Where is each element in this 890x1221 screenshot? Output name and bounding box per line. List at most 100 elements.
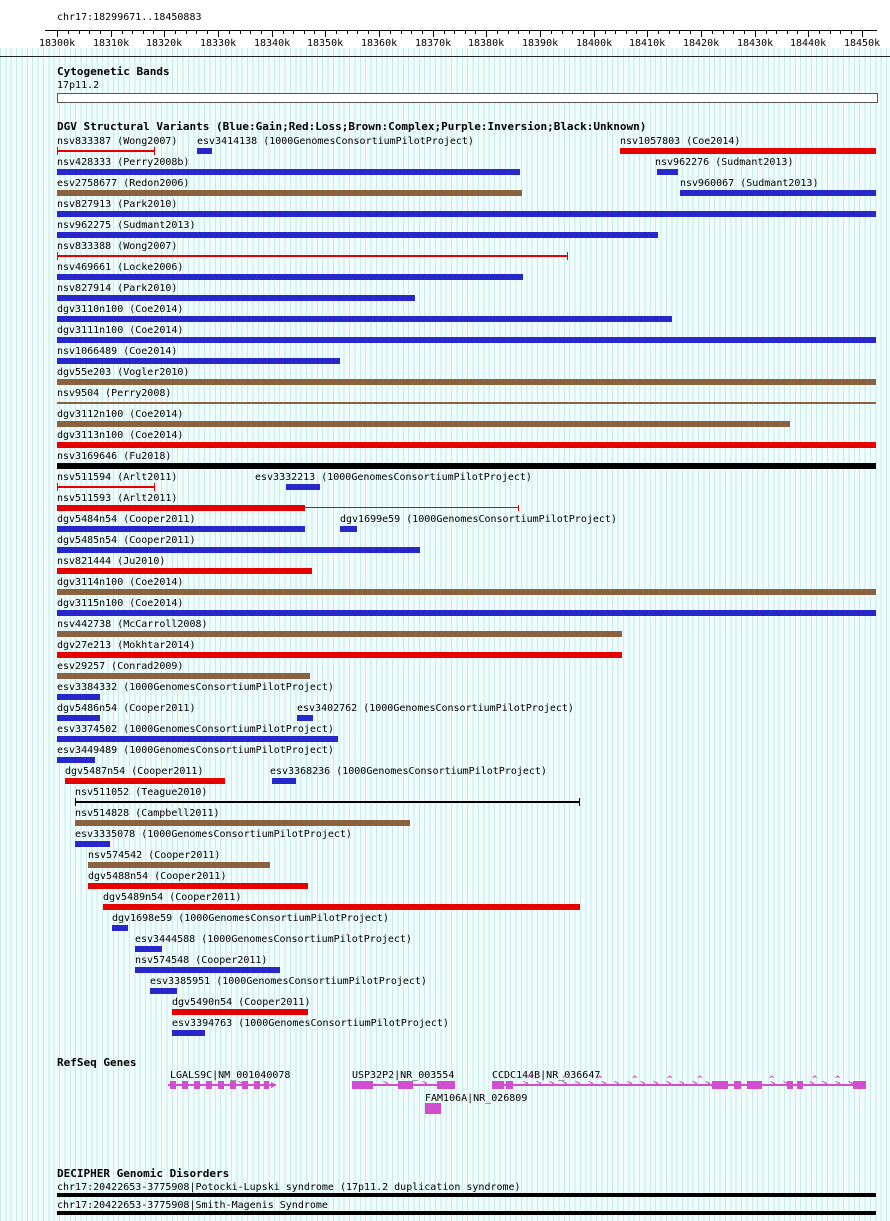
variant-bar[interactable] (57, 421, 790, 427)
decipher-entry-label[interactable]: chr17:20422653-3775908|Potocki-Lupski sy… (57, 1182, 521, 1193)
gene-label[interactable]: USP32P2|NR_003554 (352, 1070, 455, 1081)
variant-bar[interactable] (57, 274, 523, 280)
variant-bar[interactable] (57, 505, 305, 511)
gene-exon[interactable] (506, 1081, 513, 1089)
gene-exon[interactable] (437, 1081, 455, 1089)
variant-bar[interactable] (57, 736, 338, 742)
variant-label[interactable]: nsv827914 (Park2010) (57, 283, 178, 294)
variant-bar[interactable] (57, 316, 672, 322)
variant-label[interactable]: esv3368236 (1000GenomesConsortiumPilotPr… (270, 766, 547, 777)
gene-exon[interactable] (853, 1081, 866, 1089)
gene-exon[interactable] (398, 1081, 413, 1089)
variant-bar[interactable] (57, 610, 876, 616)
variant-bar[interactable] (57, 568, 312, 574)
variant-label[interactable]: esv3332213 (1000GenomesConsortiumPilotPr… (255, 472, 532, 483)
variant-range-line[interactable] (57, 255, 568, 257)
variant-bar[interactable] (286, 484, 320, 490)
variant-label[interactable]: dgv5488n54 (Cooper2011) (88, 871, 227, 882)
variant-bar[interactable] (57, 547, 420, 553)
variant-label[interactable]: nsv442738 (McCarroll2008) (57, 619, 208, 630)
gene-exon[interactable] (787, 1081, 793, 1089)
variant-label[interactable]: nsv833387 (Wong2007) (57, 136, 178, 147)
decipher-region-bar[interactable] (57, 1211, 876, 1215)
gene-exon[interactable] (712, 1081, 728, 1089)
variant-label[interactable]: dgv3111n100 (Coe2014) (57, 325, 184, 336)
variant-label[interactable]: nsv833388 (Wong2007) (57, 241, 178, 252)
variant-bar[interactable] (172, 1030, 205, 1036)
variant-bar[interactable] (75, 820, 410, 826)
decipher-entry-label[interactable]: chr17:20422653-3775908|Smith-Magenis Syn… (57, 1200, 328, 1211)
gene-exon[interactable] (182, 1081, 188, 1089)
variant-label[interactable]: nsv511052 (Teague2010) (75, 787, 208, 798)
variant-label[interactable]: esv3402762 (1000GenomesConsortiumPilotPr… (297, 703, 574, 714)
variant-bar[interactable] (57, 463, 876, 469)
variant-label[interactable]: esv3414138 (1000GenomesConsortiumPilotPr… (197, 136, 474, 147)
variant-label[interactable]: esv3384332 (1000GenomesConsortiumPilotPr… (57, 682, 334, 693)
gene-intron-line[interactable] (492, 1084, 866, 1086)
variant-bar[interactable] (88, 862, 270, 868)
gene-exon[interactable] (747, 1081, 762, 1089)
variant-label[interactable]: nsv574548 (Cooper2011) (135, 955, 268, 966)
variant-bar[interactable] (197, 148, 212, 154)
variant-bar[interactable] (57, 631, 622, 637)
gene-label[interactable]: LGALS9C|NM_001040078 (170, 1070, 291, 1081)
variant-bar[interactable] (57, 211, 876, 217)
variant-range-line[interactable] (57, 402, 876, 404)
variant-label[interactable]: dgv5486n54 (Cooper2011) (57, 703, 196, 714)
variant-label[interactable]: dgv5490n54 (Cooper2011) (172, 997, 311, 1008)
variant-label[interactable]: dgv5484n54 (Cooper2011) (57, 514, 196, 525)
variant-range-line[interactable] (57, 486, 155, 488)
variant-label[interactable]: dgv3115n100 (Coe2014) (57, 598, 184, 609)
gene-exon[interactable] (264, 1081, 269, 1089)
variant-bar[interactable] (88, 883, 308, 889)
variant-bar[interactable] (57, 358, 340, 364)
variant-label[interactable]: esv2758677 (Redon2006) (57, 178, 190, 189)
variant-bar[interactable] (57, 379, 876, 385)
variant-bar[interactable] (65, 778, 225, 784)
gene-exon[interactable] (206, 1081, 212, 1089)
variant-label[interactable]: nsv960067 (Sudmant2013) (680, 178, 819, 189)
gene-label[interactable]: CCDC144B|NR_036647 (492, 1070, 601, 1081)
variant-bar[interactable] (57, 757, 95, 763)
variant-bar[interactable] (150, 988, 177, 994)
variant-label[interactable]: nsv511594 (Arlt2011) (57, 472, 178, 483)
gene-exon[interactable] (242, 1081, 248, 1089)
gene-exon[interactable] (425, 1103, 441, 1114)
variant-bar[interactable] (57, 526, 305, 532)
variant-bar[interactable] (57, 673, 310, 679)
decipher-region-bar[interactable] (57, 1193, 876, 1197)
variant-label[interactable]: dgv27e213 (Mokhtar2014) (57, 640, 196, 651)
variant-label[interactable]: nsv514828 (Campbell2011) (75, 808, 220, 819)
variant-bar[interactable] (620, 148, 876, 154)
variant-label[interactable]: dgv55e203 (Vogler2010) (57, 367, 190, 378)
variant-label[interactable]: dgv3112n100 (Coe2014) (57, 409, 184, 420)
variant-bar[interactable] (75, 841, 110, 847)
gene-label[interactable]: FAM106A|NR_026809 (425, 1093, 528, 1104)
gene-exon[interactable] (194, 1081, 200, 1089)
variant-bar[interactable] (172, 1009, 308, 1015)
variant-label[interactable]: dgv3114n100 (Coe2014) (57, 577, 184, 588)
variant-bar[interactable] (657, 169, 678, 175)
variant-label[interactable]: nsv574542 (Cooper2011) (88, 850, 221, 861)
variant-label[interactable]: nsv962275 (Sudmant2013) (57, 220, 196, 231)
gene-exon[interactable] (492, 1081, 504, 1089)
gene-exon[interactable] (218, 1081, 224, 1089)
variant-bar[interactable] (135, 967, 280, 973)
variant-bar[interactable] (57, 589, 876, 595)
variant-bar[interactable] (57, 442, 876, 448)
gene-exon[interactable] (170, 1081, 176, 1089)
variant-label[interactable]: dgv5489n54 (Cooper2011) (103, 892, 242, 903)
variant-label[interactable]: esv3449489 (1000GenomesConsortiumPilotPr… (57, 745, 334, 756)
variant-bar[interactable] (57, 169, 520, 175)
variant-label[interactable]: dgv1698e59 (1000GenomesConsortiumPilotPr… (112, 913, 389, 924)
variant-label[interactable]: nsv821444 (Ju2010) (57, 556, 166, 567)
variant-label[interactable]: esv3374502 (1000GenomesConsortiumPilotPr… (57, 724, 334, 735)
variant-label[interactable]: esv3385951 (1000GenomesConsortiumPilotPr… (150, 976, 427, 987)
variant-label[interactable]: esv3335078 (1000GenomesConsortiumPilotPr… (75, 829, 352, 840)
variant-label[interactable]: dgv5485n54 (Cooper2011) (57, 535, 196, 546)
variant-range-line[interactable] (57, 150, 155, 152)
variant-label[interactable]: nsv9504 (Perry2008) (57, 388, 172, 399)
variant-bar[interactable] (57, 652, 622, 658)
variant-label[interactable]: nsv469661 (Locke2006) (57, 262, 184, 273)
variant-bar[interactable] (57, 715, 100, 721)
